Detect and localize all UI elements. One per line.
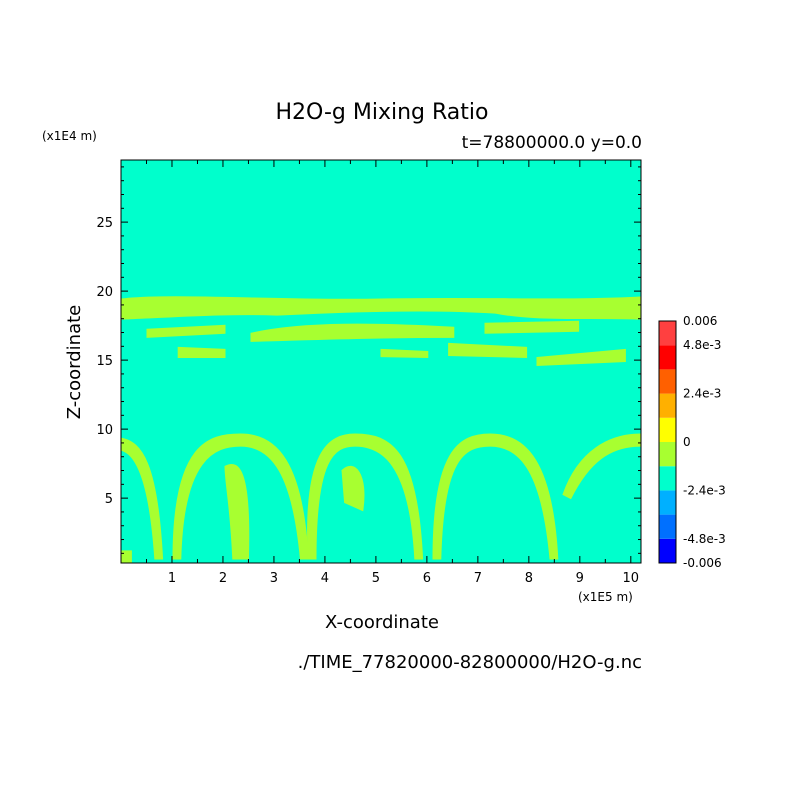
colorbar-swatch: [659, 321, 676, 346]
y-tick-label: 10: [96, 423, 113, 438]
y-scale-label: (x1E4 m): [42, 129, 97, 143]
contour-band: [224, 463, 250, 560]
contour-band: [250, 323, 455, 342]
x-tick-label: 2: [219, 571, 227, 586]
contour-band: [120, 550, 132, 564]
colorbar-frame: [658, 320, 677, 564]
x-tick-label: 6: [423, 571, 431, 586]
x-tick-label: 1: [168, 571, 176, 586]
chart-subtitle: t=78800000.0 y=0.0: [462, 133, 642, 153]
contour-band: [307, 433, 424, 560]
colorbar-swatch: [659, 490, 676, 515]
y-tick-label: 25: [96, 216, 113, 231]
y-tick-label: 5: [105, 492, 113, 507]
contour-band: [146, 324, 226, 338]
colorbar-label: -0.006: [683, 556, 722, 570]
contour-band: [432, 433, 559, 560]
contour-band: [448, 342, 528, 358]
colorbar-label: -4.8e-3: [683, 532, 726, 546]
footer-filename: ./TIME_77820000-82800000/H2O-g.nc: [298, 652, 642, 673]
plot-frame: [120, 159, 642, 564]
x-scale-label: (x1E5 m): [578, 590, 633, 604]
chart-title: H2O-g Mixing Ratio: [276, 100, 489, 125]
contour-band: [536, 348, 626, 367]
colorbar-label: -2.4e-3: [683, 483, 726, 497]
x-tick-label: 7: [474, 571, 482, 586]
contour-band: [484, 320, 580, 334]
x-tick-label: 10: [623, 571, 640, 586]
contour-band: [177, 346, 226, 358]
y-axis-label: Z-coordinate: [64, 305, 85, 420]
x-tick-label: 8: [525, 571, 533, 586]
colorbar-swatch: [659, 514, 676, 539]
x-tick-label: 3: [270, 571, 278, 586]
colorbar-swatch: [659, 369, 676, 394]
y-axis: 5 10 15 20 25: [96, 166, 641, 554]
colorbar-label: 0: [683, 435, 691, 449]
colorbar-swatch: [659, 417, 676, 442]
x-tick-label: 9: [576, 571, 584, 586]
x-tick-label: 5: [372, 571, 380, 586]
contour-band: [120, 296, 642, 320]
contour-field: [120, 160, 642, 564]
x-tick-label: 4: [321, 571, 329, 586]
colorbar-swatch: [659, 345, 676, 370]
contour-band: [120, 437, 164, 560]
x-axis: 1 2 3 4 5 6 7 8 9 10: [145, 160, 640, 586]
colorbar-swatch: [659, 442, 676, 467]
y-tick-label: 15: [96, 354, 113, 369]
contour-band: [341, 465, 365, 512]
colorbar-swatch: [659, 538, 676, 563]
colorbar-label: 4.8e-3: [683, 338, 721, 352]
x-axis-label: X-coordinate: [325, 612, 439, 633]
colorbar-swatch: [659, 393, 676, 418]
colorbar-swatch: [659, 466, 676, 491]
y-tick-label: 20: [96, 285, 113, 300]
contour-band: [380, 348, 429, 358]
colorbar-label: 0.006: [683, 314, 717, 328]
colorbar: 0.006 4.8e-3 2.4e-3 0 -2.4e-3 -4.8e-3 -0.006: [658, 314, 726, 570]
colorbar-label: 2.4e-3: [683, 387, 721, 401]
